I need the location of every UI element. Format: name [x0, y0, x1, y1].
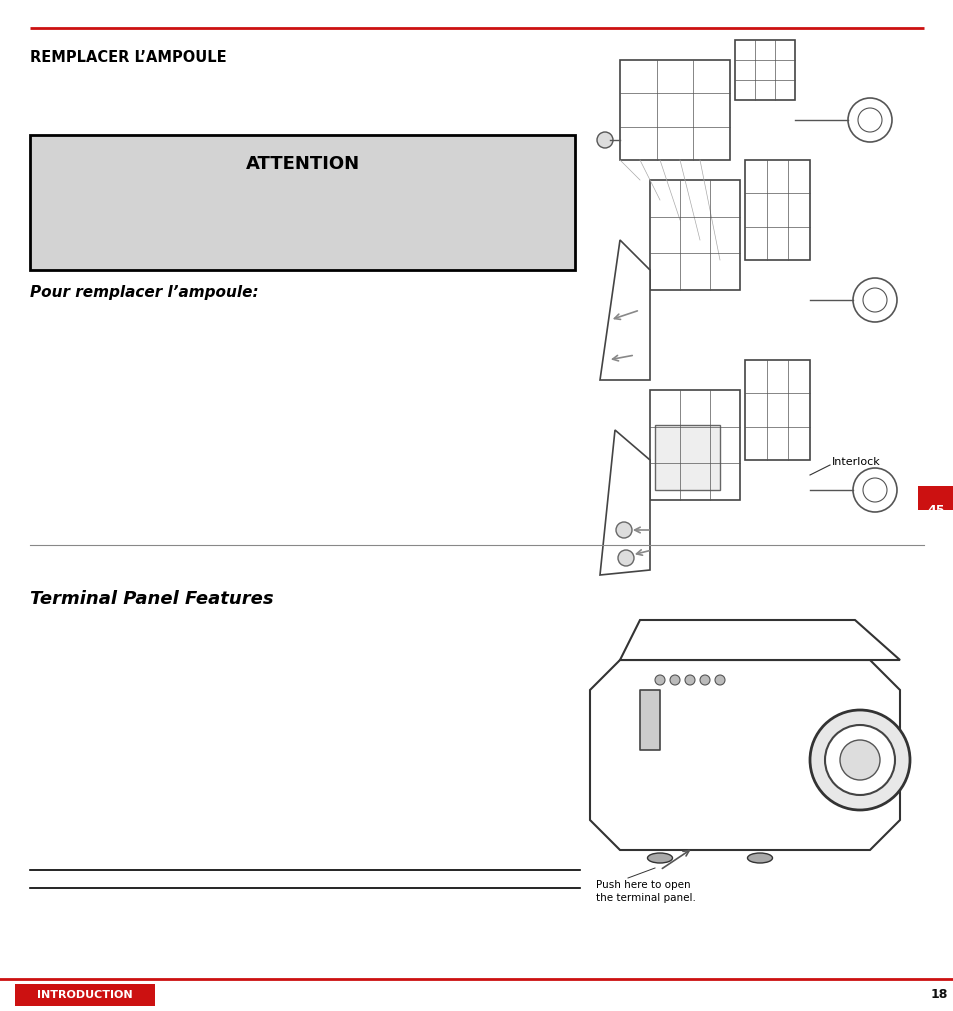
Circle shape — [852, 468, 896, 512]
Bar — [744, 360, 809, 460]
Polygon shape — [589, 660, 899, 850]
Ellipse shape — [747, 853, 772, 863]
Circle shape — [616, 522, 631, 538]
Circle shape — [847, 98, 891, 142]
Text: Pour remplacer l’ampoule:: Pour remplacer l’ampoule: — [30, 285, 258, 300]
Bar — [917, 486, 953, 510]
Bar — [0, 979, 953, 1011]
Circle shape — [684, 675, 695, 685]
Bar — [30, 135, 575, 270]
Circle shape — [840, 740, 879, 780]
Text: Push here to open
the terminal panel.: Push here to open the terminal panel. — [596, 880, 695, 903]
Bar — [15, 984, 154, 1006]
Circle shape — [824, 725, 894, 795]
Text: INTRODUCTION: INTRODUCTION — [37, 990, 132, 1000]
Text: Terminal Panel Features: Terminal Panel Features — [30, 590, 274, 608]
Text: Interlock: Interlock — [831, 457, 880, 467]
Circle shape — [618, 550, 634, 566]
Circle shape — [852, 278, 896, 321]
Polygon shape — [599, 240, 649, 380]
Circle shape — [714, 675, 724, 685]
Polygon shape — [619, 620, 899, 660]
Circle shape — [597, 132, 613, 148]
Circle shape — [700, 675, 709, 685]
Bar — [649, 180, 740, 290]
Circle shape — [669, 675, 679, 685]
Bar — [639, 690, 659, 750]
Text: ATTENTION: ATTENTION — [245, 155, 359, 173]
Circle shape — [809, 710, 909, 810]
Text: 45: 45 — [926, 503, 943, 517]
Circle shape — [857, 108, 882, 132]
Circle shape — [655, 675, 664, 685]
Bar — [734, 40, 794, 100]
Bar — [744, 160, 809, 260]
Text: REMPLACER L’AMPOULE: REMPLACER L’AMPOULE — [30, 50, 227, 65]
Circle shape — [862, 478, 886, 502]
Circle shape — [862, 288, 886, 312]
Text: 18: 18 — [929, 989, 946, 1002]
Polygon shape — [599, 430, 649, 575]
Ellipse shape — [647, 853, 672, 863]
Bar — [649, 390, 740, 500]
Bar — [619, 60, 729, 160]
Bar — [655, 425, 720, 490]
